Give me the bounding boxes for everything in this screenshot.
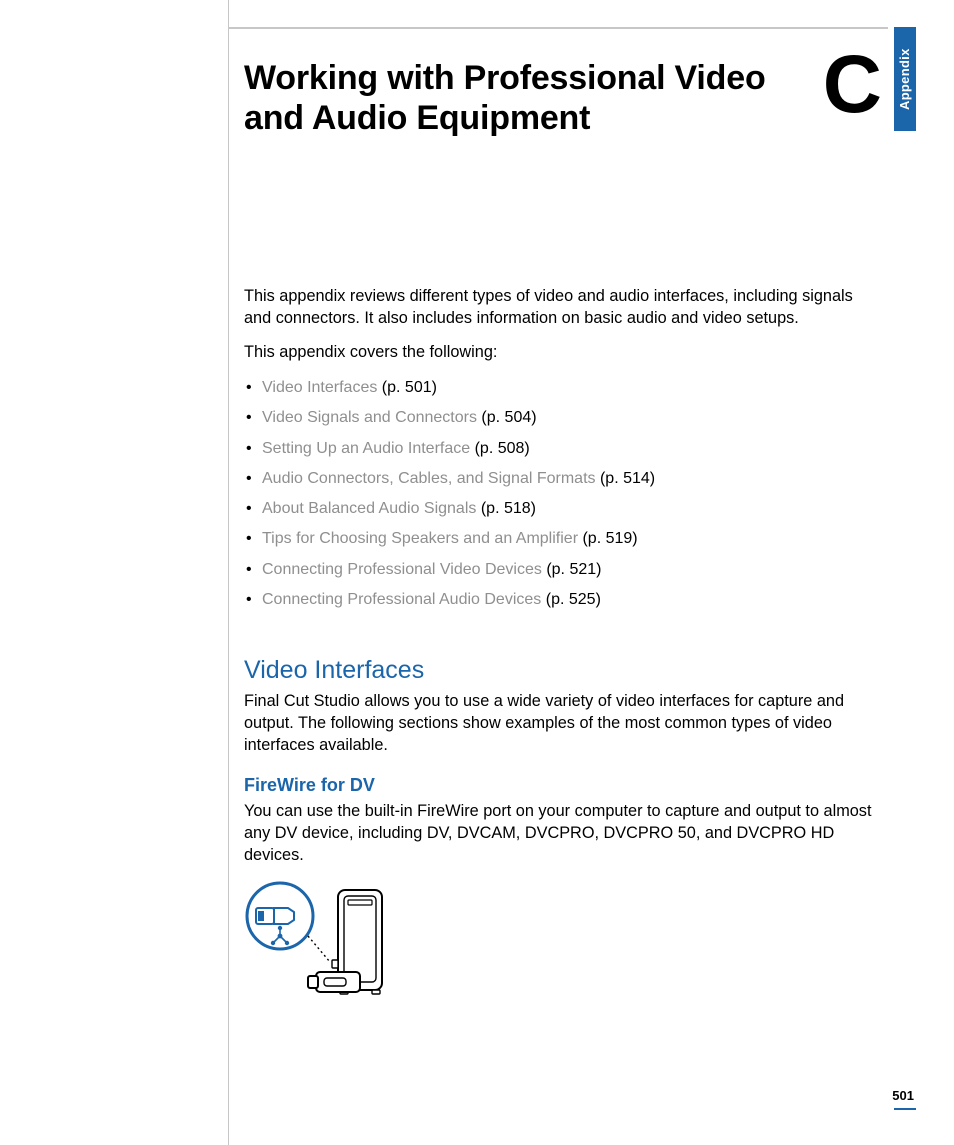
toc-list: Video Interfaces (p. 501) Video Signals … bbox=[244, 377, 880, 610]
page-number-rule bbox=[894, 1108, 916, 1110]
toc-link[interactable]: Connecting Professional Audio Devices bbox=[262, 591, 541, 608]
toc-link[interactable]: Tips for Choosing Speakers and an Amplif… bbox=[262, 530, 578, 547]
toc-link[interactable]: Video Interfaces bbox=[262, 379, 377, 396]
toc-item: Connecting Professional Audio Devices (p… bbox=[244, 589, 880, 610]
toc-page: (p. 508) bbox=[475, 440, 530, 457]
toc-item: Setting Up an Audio Interface (p. 508) bbox=[244, 438, 880, 459]
toc-item: Tips for Choosing Speakers and an Amplif… bbox=[244, 528, 880, 549]
toc-link[interactable]: Video Signals and Connectors bbox=[262, 409, 477, 426]
firewire-diagram-svg bbox=[244, 880, 424, 1000]
content-column: This appendix reviews different types of… bbox=[244, 286, 880, 1007]
toc-item: About Balanced Audio Signals (p. 518) bbox=[244, 498, 880, 519]
toc-item: Video Signals and Connectors (p. 504) bbox=[244, 407, 880, 428]
intro-paragraph-2: This appendix covers the following: bbox=[244, 342, 880, 364]
firewire-plug-icon bbox=[256, 908, 294, 924]
toc-page: (p. 504) bbox=[481, 409, 536, 426]
toc-link[interactable]: Audio Connectors, Cables, and Signal For… bbox=[262, 470, 596, 487]
header-rule bbox=[228, 27, 888, 29]
page-number: 501 bbox=[892, 1088, 914, 1103]
page-title: Working with Professional Video and Audi… bbox=[244, 58, 804, 138]
toc-page: (p. 525) bbox=[546, 591, 601, 608]
toc-page: (p. 519) bbox=[582, 530, 637, 547]
toc-page: (p. 501) bbox=[382, 379, 437, 396]
toc-page: (p. 518) bbox=[481, 500, 536, 517]
toc-link[interactable]: Setting Up an Audio Interface bbox=[262, 440, 470, 457]
toc-item: Connecting Professional Video Devices (p… bbox=[244, 559, 880, 580]
subsection-heading-firewire: FireWire for DV bbox=[244, 774, 880, 798]
toc-page: (p. 521) bbox=[546, 561, 601, 578]
appendix-letter: C bbox=[823, 44, 882, 126]
toc-item: Video Interfaces (p. 501) bbox=[244, 377, 880, 398]
toc-page: (p. 514) bbox=[600, 470, 655, 487]
page: Appendix C Working with Professional Vid… bbox=[0, 0, 954, 1145]
toc-link[interactable]: About Balanced Audio Signals bbox=[262, 500, 476, 517]
toc-link[interactable]: Connecting Professional Video Devices bbox=[262, 561, 542, 578]
section-heading-video-interfaces: Video Interfaces bbox=[244, 654, 880, 687]
intro-paragraph-1: This appendix reviews different types of… bbox=[244, 286, 880, 329]
firewire-diagram bbox=[244, 880, 880, 1007]
margin-rule-vertical bbox=[228, 0, 229, 1145]
toc-item: Audio Connectors, Cables, and Signal For… bbox=[244, 468, 880, 489]
page-title-block: Working with Professional Video and Audi… bbox=[244, 58, 804, 138]
section-body: Final Cut Studio allows you to use a wid… bbox=[244, 691, 880, 756]
side-tab-label: Appendix bbox=[894, 27, 916, 131]
subsection-body: You can use the built-in FireWire port o… bbox=[244, 801, 880, 866]
dotted-link bbox=[308, 936, 330, 962]
camcorder-icon bbox=[308, 972, 360, 992]
appendix-side-tab: Appendix bbox=[894, 27, 916, 131]
